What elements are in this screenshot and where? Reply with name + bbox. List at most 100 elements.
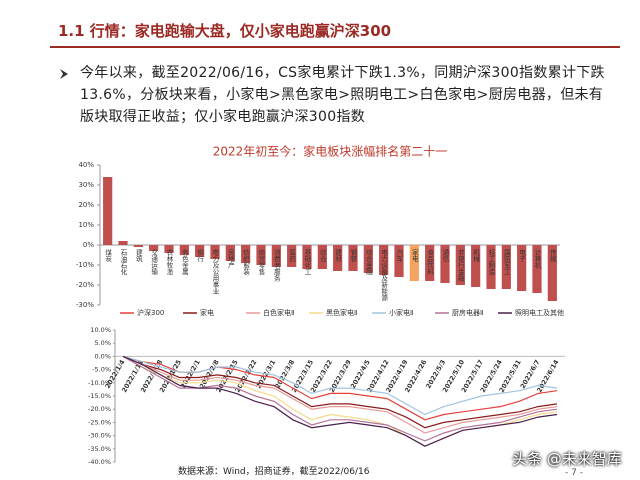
x-tick-label: 家电 — [410, 248, 418, 262]
page-number: - 7 - — [565, 468, 583, 478]
x-tick-label: 建筑 — [134, 248, 142, 263]
y-tick-label: -35.0% — [88, 445, 111, 453]
chart-title: 2022年初至今：家电板块涨幅排名第二十一 — [213, 144, 448, 159]
x-tick-label: 传媒 — [548, 248, 556, 263]
x-tick-label: 食品饮料 — [426, 248, 434, 276]
x-tick-label: 电力及公用事业 — [211, 248, 219, 295]
x-tick-label: 煤炭 — [104, 248, 112, 263]
x-tick-label: 综合 — [318, 248, 326, 263]
y-tick-label: 30% — [78, 181, 94, 189]
bar — [103, 177, 113, 245]
legend-label: 小家电Ⅱ — [389, 308, 413, 317]
x-tick-label: 商贸零售 — [257, 248, 265, 276]
y-tick-label: -25.0% — [88, 418, 111, 426]
bar — [287, 245, 297, 267]
x-tick-label: 农林牧渔 — [165, 248, 173, 276]
bar — [241, 245, 251, 263]
series-line — [122, 355, 558, 429]
bar — [118, 241, 128, 245]
x-tick-label: 计算机 — [533, 248, 541, 270]
series-line — [122, 355, 558, 416]
x-tick-label: 钢铁 — [349, 249, 357, 263]
x-tick-label: 通信 — [441, 248, 449, 263]
x-tick-label: 交通运输 — [150, 248, 158, 276]
y-tick-label: -15.0% — [88, 392, 111, 400]
y-tick-label: -10.0% — [88, 379, 111, 387]
series-line — [122, 355, 558, 434]
slide-title: 1.1 行情：家电跑输大盘，仅小家电跑赢沪深300 — [58, 22, 392, 40]
x-tick-label: 有色金属 — [180, 248, 188, 276]
y-tick-label: 0% — [83, 241, 94, 249]
x-tick-label: 电力设备及新能源 — [380, 248, 388, 302]
x-tick-label: 医药 — [288, 249, 296, 263]
legend-label: 照明电工及其他 — [515, 308, 564, 317]
x-tick-label: 基础化工 — [303, 248, 311, 275]
bar — [225, 245, 235, 261]
title-rule — [50, 46, 620, 48]
bar — [271, 245, 281, 267]
bar — [517, 245, 527, 291]
x-tick-label: 消费者服务 — [272, 248, 280, 283]
x-tick-label: 非银行金融 — [456, 248, 464, 283]
bar — [164, 245, 174, 253]
bar — [317, 245, 327, 269]
x-tick-label: 汽车 — [395, 248, 403, 263]
bar — [210, 245, 220, 259]
x-tick-label: 机械 — [472, 248, 480, 263]
y-tick-label: 10% — [78, 221, 94, 229]
y-tick-label: 5.0% — [94, 339, 111, 347]
bar — [149, 245, 159, 251]
y-tick-label: 10.0% — [90, 326, 111, 334]
series-line — [122, 355, 558, 447]
y-tick-label: -20% — [76, 281, 94, 289]
bar — [302, 245, 312, 269]
x-tick-label: 银行 — [196, 248, 204, 263]
bar — [348, 245, 358, 271]
x-tick-label: 建材 — [334, 248, 342, 262]
bar — [455, 245, 465, 285]
bar — [379, 245, 389, 275]
bar — [363, 245, 373, 273]
y-tick-label: -30% — [76, 301, 94, 309]
bar — [133, 245, 143, 247]
y-tick-label: 20% — [78, 201, 94, 209]
y-tick-label: -5.0% — [92, 366, 111, 374]
bar — [409, 245, 419, 281]
bullet-arrow — [60, 69, 68, 79]
x-tick-label: 纺织服装 — [242, 248, 250, 276]
x-tick-label: 石油石化 — [119, 249, 127, 276]
y-tick-label: -40.0% — [88, 458, 111, 466]
y-tick-label: -30.0% — [88, 432, 111, 440]
bar — [440, 245, 450, 283]
bar — [425, 245, 435, 281]
x-tick-label: 综合金融 — [364, 248, 372, 276]
source-note: 数据来源：Wind，招商证券，截至2022/06/16 — [178, 467, 370, 477]
y-tick-label: -10% — [76, 261, 94, 269]
watermark: 头条 @未来智库 — [512, 450, 622, 468]
x-tick-label: 房地产 — [226, 248, 234, 270]
bar — [501, 245, 511, 289]
legend-label: 白色家电Ⅱ — [263, 308, 294, 317]
legend-label: 厨房电器Ⅱ — [452, 308, 483, 317]
bar — [179, 245, 189, 255]
bar — [486, 245, 496, 289]
bullet-text: 今年以来，截至2022/06/16，CS家电累计下跌1.3%，同期沪深300指数… — [80, 65, 605, 125]
y-tick-label: 0.0% — [94, 352, 111, 360]
bar — [547, 245, 557, 301]
bar — [195, 245, 205, 257]
legend-label: 家电 — [200, 308, 214, 317]
y-tick-label: 40% — [78, 161, 94, 169]
bar — [471, 245, 481, 287]
bar — [532, 245, 542, 293]
bar — [394, 245, 404, 277]
legend-label: 沪深300 — [137, 308, 164, 317]
x-tick-label: 轻工制造 — [487, 248, 495, 276]
bar — [333, 245, 343, 271]
y-tick-label: -20.0% — [88, 405, 111, 413]
x-tick-label: 国防军工 — [502, 249, 510, 275]
legend-label: 黑色家电Ⅱ — [326, 308, 357, 317]
x-tick-label: 电子 — [518, 248, 526, 262]
bar — [256, 245, 266, 265]
